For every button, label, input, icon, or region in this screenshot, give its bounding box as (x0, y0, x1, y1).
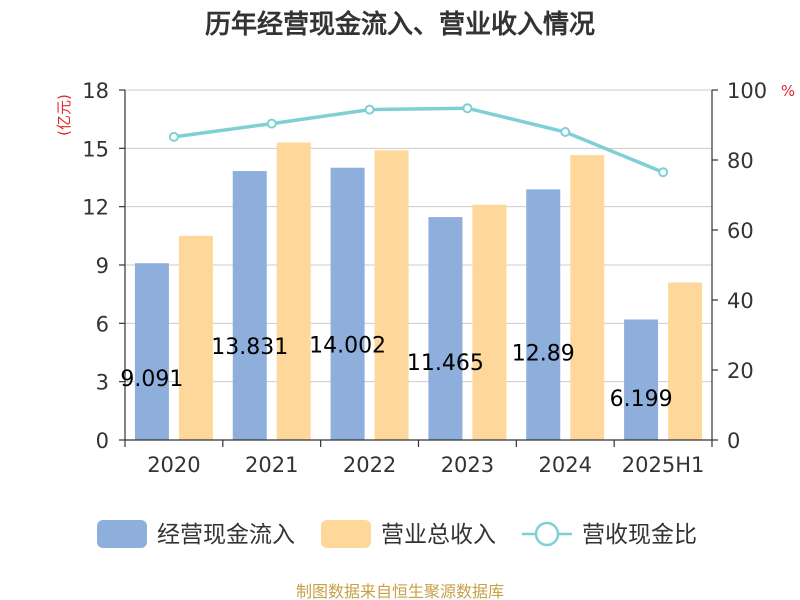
data-label: 11.465 (407, 351, 484, 376)
data-label: 9.091 (120, 367, 183, 392)
legend-swatch (97, 520, 147, 548)
right-tick-label: 80 (727, 149, 754, 173)
data-label: 14.002 (309, 334, 386, 359)
x-tick-label: 2023 (441, 453, 494, 477)
left-tick-label: 9 (96, 254, 109, 278)
right-tick-label: 100 (727, 79, 767, 103)
legend-label: 营收现金比 (582, 522, 697, 548)
data-label: 12.89 (512, 341, 575, 366)
right-tick-label: 40 (727, 289, 754, 313)
ratio-point (462, 103, 473, 114)
bars (134, 142, 703, 440)
source-note: 制图数据来自恒生聚源数据库 (296, 582, 504, 600)
chart-title: 历年经营现金流入、营业收入情况 (205, 9, 595, 40)
right-axis-unit: % (781, 82, 795, 100)
legend: 经营现金流入 营业总收入 营收现金比 (97, 520, 697, 548)
revenue-bar (472, 204, 507, 440)
right-tick-label: 60 (727, 219, 754, 243)
ratio-line (168, 103, 669, 178)
revenue-bar (178, 235, 213, 440)
ratio-point (560, 127, 571, 137)
grid-lines (125, 89, 712, 383)
left-tick-label: 6 (96, 312, 109, 336)
x-tick-label: 2025H1 (622, 453, 705, 477)
x-tick-label: 2021 (245, 453, 298, 477)
left-tick-label: 3 (96, 371, 109, 395)
data-label: 6.199 (610, 387, 673, 412)
legend-marker (534, 521, 560, 547)
revenue-bar (570, 155, 605, 440)
cash-inflow-bar (330, 167, 365, 440)
left-axis-unit: (亿元) (55, 94, 73, 136)
data-label: 13.831 (211, 335, 288, 360)
revenue-bar (374, 150, 409, 440)
ratio-point (658, 167, 669, 178)
legend-label: 营业总收入 (381, 522, 496, 548)
ratio-point (266, 118, 277, 129)
ratio-line-path (173, 106, 664, 174)
ratio-point (364, 104, 375, 115)
cash-inflow-bar (428, 217, 463, 440)
x-tick-label: 2022 (343, 453, 396, 477)
cash-inflow-bar (526, 189, 561, 440)
left-tick-label: 0 (96, 429, 109, 453)
cash-inflow-bar (134, 263, 169, 440)
left-tick-label: 12 (82, 196, 109, 220)
legend-swatch (321, 520, 371, 548)
revenue-bar (668, 282, 703, 440)
cash-inflow-bar (624, 319, 659, 440)
left-tick-label: 15 (82, 137, 109, 161)
revenue-bar (276, 142, 311, 440)
data-labels: 9.091 13.831 14.002 11.465 12.89 6.199 (120, 334, 672, 412)
x-tick-label: 2020 (147, 453, 200, 477)
ratio-point (168, 131, 179, 142)
right-tick-label: 20 (727, 359, 754, 383)
x-tick-label: 2024 (539, 453, 592, 477)
cash-inflow-bar (232, 171, 267, 440)
right-tick-label: 0 (727, 429, 740, 453)
axes: 0 3 6 9 12 15 18 0 20 40 60 80 100 2020 2021 2022 2023 20… (82, 79, 767, 477)
left-tick-label: 18 (82, 79, 109, 103)
legend-label: 经营现金流入 (157, 522, 295, 548)
